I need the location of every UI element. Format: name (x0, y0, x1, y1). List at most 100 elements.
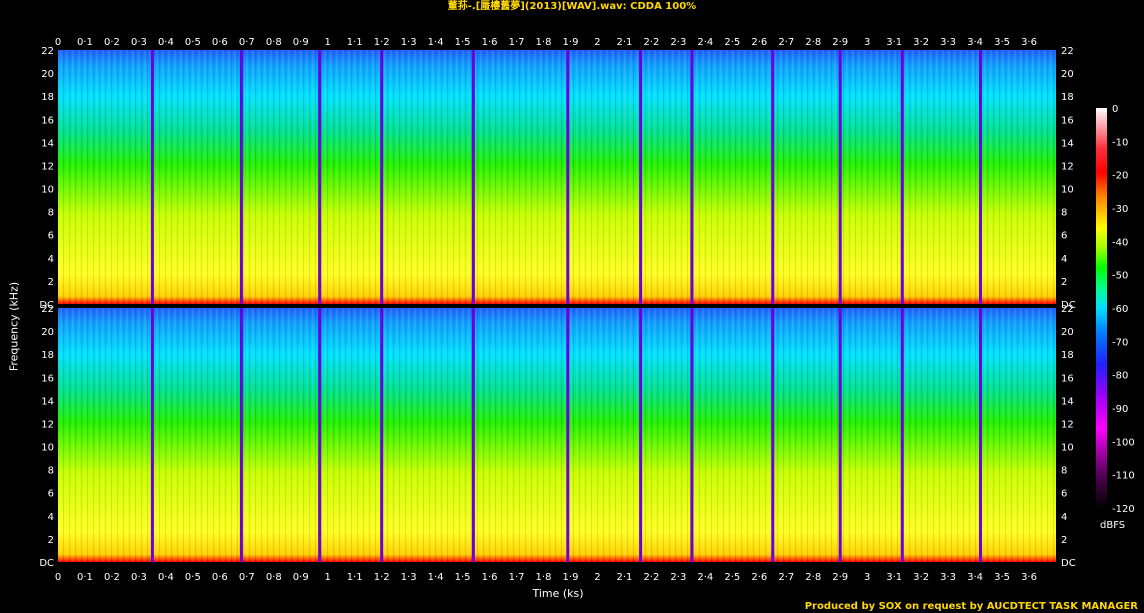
track-boundary-3 (318, 308, 322, 562)
y-tick-left: 22 (41, 46, 54, 57)
x-tick-bottom: 3·3 (940, 572, 956, 583)
track-boundary-7 (639, 50, 643, 304)
x-tick-top: 2·4 (697, 37, 713, 48)
y-tick-right: 4 (1061, 512, 1067, 523)
colorbar-tick: -50 (1112, 271, 1128, 282)
colorbar-tick: -110 (1112, 471, 1135, 482)
x-tick-bottom: 2·8 (805, 572, 821, 583)
x-tick-bottom: 2·1 (616, 572, 632, 583)
x-tick-top: 2·3 (670, 37, 686, 48)
track-boundary-5 (471, 308, 475, 562)
y-tick-right: DC (1061, 300, 1076, 311)
colorbar-tick: -120 (1112, 504, 1135, 515)
track-boundary-8 (690, 50, 694, 304)
colorbar-tick: -40 (1112, 237, 1128, 248)
x-tick-bottom: 1·1 (347, 572, 363, 583)
track-boundary-4 (380, 50, 384, 304)
track-boundary-9 (771, 50, 775, 304)
x-tick-bottom: 2·2 (643, 572, 659, 583)
track-boundary-10 (838, 50, 842, 304)
track-boundary-12 (978, 50, 982, 304)
x-tick-bottom: 2 (594, 572, 600, 583)
x-tick-top: 2·7 (778, 37, 794, 48)
y-tick-right: DC (1061, 558, 1076, 569)
colorbar-tick: -30 (1112, 204, 1128, 215)
y-tick-left: 8 (48, 466, 54, 477)
track-boundary-1 (150, 50, 154, 304)
colorbar-tick: -80 (1112, 371, 1128, 382)
x-tick-top: 0·4 (158, 37, 174, 48)
y-tick-left: 2 (48, 277, 54, 288)
y-tick-right: 10 (1061, 185, 1074, 196)
y-tick-right: 10 (1061, 443, 1074, 454)
y-tick-left: 8 (48, 208, 54, 219)
y-tick-right: 8 (1061, 208, 1067, 219)
x-tick-bottom: 3 (864, 572, 870, 583)
colorbar-tick: -70 (1112, 337, 1128, 348)
x-tick-top: 1·3 (401, 37, 417, 48)
x-tick-bottom: 2·4 (697, 572, 713, 583)
x-tick-bottom: 3·6 (1021, 572, 1037, 583)
x-tick-bottom: 2·3 (670, 572, 686, 583)
y-tick-right: 22 (1061, 46, 1074, 57)
x-tick-top: 3·5 (994, 37, 1010, 48)
y-tick-right: 16 (1061, 115, 1074, 126)
y-tick-left: 18 (41, 350, 54, 361)
x-tick-top: 0·1 (77, 37, 93, 48)
x-axis-label: Time (ks) (532, 587, 584, 600)
x-tick-top: 0 (55, 37, 61, 48)
track-boundary-11 (900, 308, 904, 562)
y-axis-label: Frequency (kHz) (7, 281, 21, 372)
y-tick-left: 2 (48, 535, 54, 546)
track-boundary-6 (566, 50, 570, 304)
y-tick-left: 4 (48, 254, 54, 265)
track-boundary-9 (771, 308, 775, 562)
y-tick-left: DC (39, 558, 54, 569)
y-tick-left: 22 (41, 304, 54, 315)
x-tick-top: 0·9 (293, 37, 309, 48)
x-tick-top: 1·2 (374, 37, 390, 48)
track-boundary-10 (838, 308, 842, 562)
y-tick-right: 2 (1061, 277, 1067, 288)
y-tick-right: 2 (1061, 535, 1067, 546)
track-boundary-2 (239, 308, 243, 562)
colorbar-tick: -90 (1112, 404, 1128, 415)
x-tick-top: 2·2 (643, 37, 659, 48)
chart-title: 董荪-.[蜃樓舊夢](2013)[WAV].wav: CDDA 100% (447, 1, 697, 12)
track-boundary-2 (239, 50, 243, 304)
y-tick-left: 16 (41, 115, 54, 126)
y-tick-right: 20 (1061, 327, 1074, 338)
colorbar-tick: -60 (1112, 304, 1128, 315)
y-tick-right: 6 (1061, 489, 1067, 500)
y-tick-right: 6 (1061, 231, 1067, 242)
x-tick-top: 2·1 (616, 37, 632, 48)
x-tick-bottom: 0·4 (158, 572, 174, 583)
x-tick-top: 3 (864, 37, 870, 48)
track-boundary-4 (380, 308, 384, 562)
x-tick-bottom: 0·9 (293, 572, 309, 583)
track-boundary-11 (900, 50, 904, 304)
y-tick-right: 20 (1061, 69, 1074, 80)
x-tick-top: 0·7 (239, 37, 255, 48)
y-tick-right: 12 (1061, 419, 1074, 430)
y-tick-left: 10 (41, 443, 54, 454)
y-tick-left: 14 (41, 396, 54, 407)
x-tick-top: 2·8 (805, 37, 821, 48)
x-tick-bottom: 1 (325, 572, 331, 583)
colorbar-tick: -20 (1112, 171, 1128, 182)
channel-texture-1 (58, 50, 1056, 304)
x-tick-bottom: 1·9 (563, 572, 579, 583)
x-tick-bottom: 3·1 (886, 572, 902, 583)
x-tick-top: 1·8 (536, 37, 552, 48)
x-tick-bottom: 0·6 (212, 572, 228, 583)
x-tick-top: 0·3 (131, 37, 147, 48)
x-tick-top: 0·5 (185, 37, 201, 48)
y-tick-right: 18 (1061, 92, 1074, 103)
track-boundary-7 (639, 308, 643, 562)
x-tick-bottom: 0·1 (77, 572, 93, 583)
y-tick-left: 6 (48, 489, 54, 500)
x-tick-top: 2·9 (832, 37, 848, 48)
x-tick-top: 3·3 (940, 37, 956, 48)
x-tick-top: 1·5 (455, 37, 471, 48)
y-tick-left: 4 (48, 512, 54, 523)
